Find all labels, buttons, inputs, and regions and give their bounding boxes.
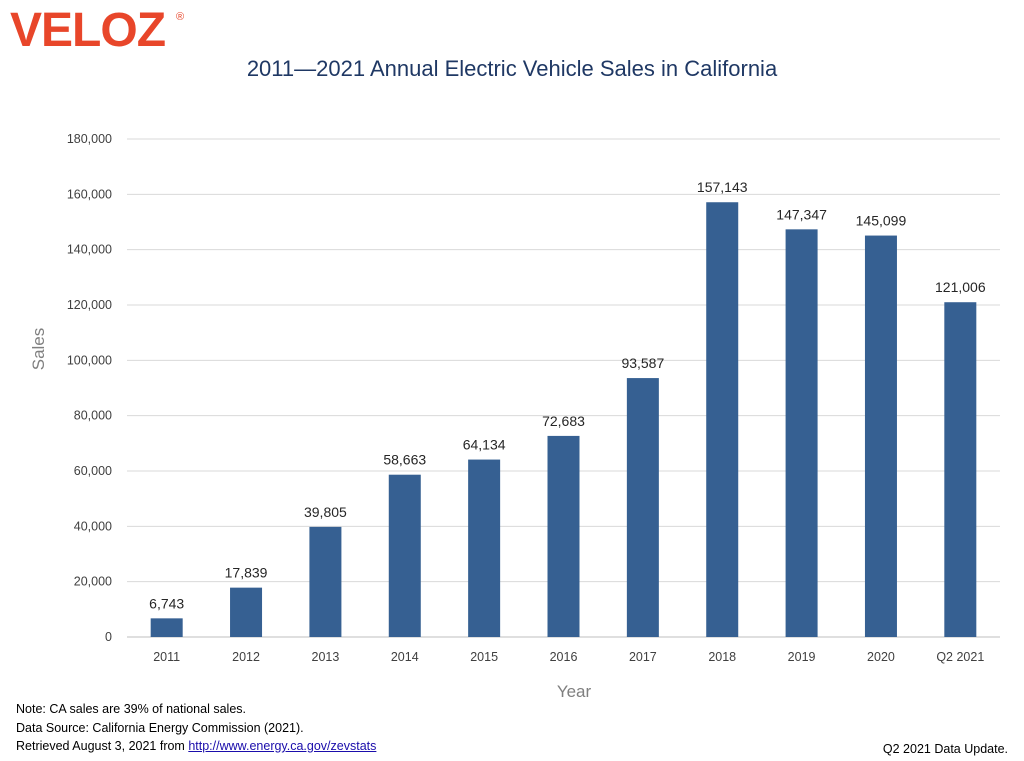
logo-registered-mark: ® bbox=[176, 11, 184, 23]
note-retrieved-text: Retrieved August 3, 2021 from bbox=[16, 739, 189, 753]
x-tick-label: 2016 bbox=[550, 650, 578, 664]
y-axis-title: Sales bbox=[29, 328, 48, 371]
y-tick-label: 120,000 bbox=[67, 298, 112, 312]
note-national-share: Note: CA sales are 39% of national sales… bbox=[16, 702, 246, 716]
y-tick-label: 100,000 bbox=[67, 353, 112, 367]
x-tick-label: 2017 bbox=[629, 650, 657, 664]
bar bbox=[864, 235, 897, 637]
logo-text: VELOZ bbox=[10, 4, 165, 54]
note-data-source: Data Source: California Energy Commissio… bbox=[16, 720, 304, 735]
y-tick-label: 180,000 bbox=[67, 132, 112, 146]
data-label: 72,683 bbox=[542, 413, 585, 429]
data-label: 121,006 bbox=[935, 279, 986, 295]
bar bbox=[785, 229, 818, 637]
x-tick-label: 2015 bbox=[470, 650, 498, 664]
bar bbox=[944, 302, 977, 637]
notes: Note: CA sales are 39% of national sales… bbox=[16, 700, 376, 756]
y-tick-label: 0 bbox=[105, 630, 112, 644]
x-tick-label: 2012 bbox=[232, 650, 260, 664]
x-tick-label: 2018 bbox=[708, 650, 736, 664]
data-label: 39,805 bbox=[304, 504, 347, 520]
data-label: 93,587 bbox=[621, 355, 664, 371]
bar bbox=[388, 474, 421, 637]
y-tick-label: 20,000 bbox=[74, 575, 112, 589]
data-label: 6,743 bbox=[149, 595, 184, 611]
data-label: 157,143 bbox=[697, 179, 748, 195]
data-label: 147,347 bbox=[776, 206, 827, 222]
x-tick-label: 2020 bbox=[867, 650, 895, 664]
x-tick-label: Q2 2021 bbox=[936, 650, 984, 664]
bar bbox=[468, 459, 501, 637]
x-tick-label: 2011 bbox=[153, 650, 180, 664]
zevstats-link[interactable]: http://www.energy.ca.gov/zevstats bbox=[188, 739, 377, 753]
veloz-logo: VELOZ ® bbox=[10, 4, 184, 54]
bar bbox=[706, 202, 739, 637]
y-tick-label: 80,000 bbox=[74, 409, 112, 423]
data-label: 145,099 bbox=[856, 213, 907, 229]
bar bbox=[626, 378, 659, 637]
y-tick-label: 60,000 bbox=[74, 464, 112, 478]
data-label: 17,839 bbox=[225, 565, 268, 581]
x-tick-label: 2014 bbox=[391, 650, 419, 664]
bar bbox=[547, 435, 580, 637]
note-retrieved: Retrieved August 3, 2021 from http://www… bbox=[16, 737, 376, 756]
bar bbox=[150, 618, 183, 637]
bar bbox=[230, 587, 263, 637]
bar bbox=[309, 526, 342, 637]
data-update-note: Q2 2021 Data Update. bbox=[882, 742, 1008, 756]
data-label: 64,134 bbox=[463, 437, 506, 453]
chart-title: 2011—2021 Annual Electric Vehicle Sales … bbox=[246, 56, 778, 81]
x-axis-title: Year bbox=[557, 682, 592, 701]
y-tick-label: 140,000 bbox=[67, 243, 112, 257]
x-tick-label: 2013 bbox=[312, 650, 340, 664]
y-tick-label: 40,000 bbox=[74, 519, 112, 533]
x-tick-label: 2019 bbox=[788, 650, 816, 664]
y-tick-label: 160,000 bbox=[67, 187, 112, 201]
data-label: 58,663 bbox=[383, 452, 426, 468]
